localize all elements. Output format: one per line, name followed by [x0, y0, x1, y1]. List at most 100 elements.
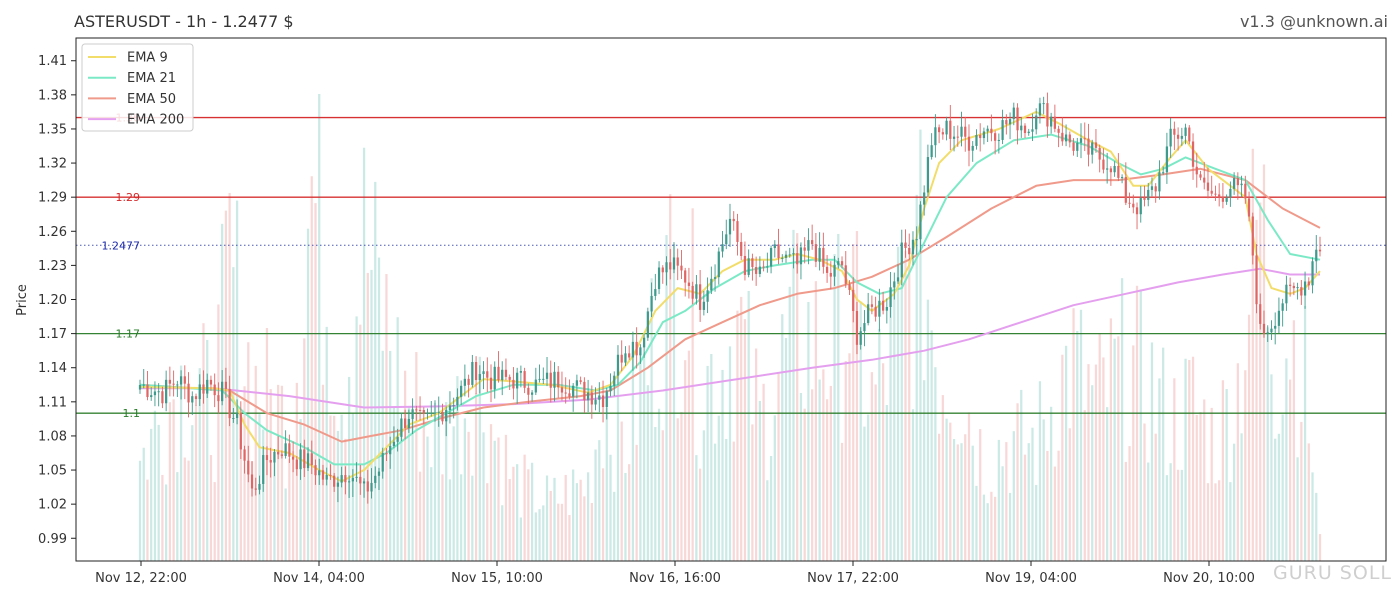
candle-body [639, 347, 642, 356]
candle-body [519, 371, 523, 373]
volume-bar [721, 369, 724, 561]
candle-body [960, 126, 963, 137]
volume-bar [545, 475, 549, 561]
volume-bar [299, 419, 302, 561]
volume-bar [1064, 345, 1068, 561]
candle-body [1008, 119, 1012, 125]
volume-bar [1012, 431, 1015, 561]
candle-body [1176, 134, 1180, 139]
candle-body [1251, 216, 1254, 256]
volume-bar [441, 474, 444, 561]
candle-body [157, 391, 160, 393]
candle-body [1285, 284, 1288, 304]
volume-bar [769, 455, 773, 561]
candle-body [422, 410, 425, 414]
volume-bar [896, 246, 900, 561]
volume-bar [165, 484, 168, 561]
volume-bar [1124, 461, 1127, 561]
volume-bar [1094, 364, 1098, 561]
volume-bar [467, 431, 470, 561]
volume-bar [1232, 443, 1236, 561]
volume-bar [665, 235, 668, 561]
volume-bar [1247, 314, 1251, 561]
volume-bar [650, 278, 653, 561]
candle-body [415, 409, 418, 411]
candle-body [504, 369, 508, 377]
volume-bar [837, 233, 840, 561]
candle-body [1318, 249, 1322, 252]
candle-body [456, 396, 459, 406]
candle-body [676, 257, 679, 266]
volume-bar [1173, 378, 1176, 561]
legend-label: EMA 200 [127, 113, 184, 128]
volume-bar [426, 436, 429, 561]
volume-bar [885, 405, 888, 561]
volume-bar [822, 369, 825, 561]
candle-body [1206, 182, 1210, 191]
volume-bar [183, 457, 186, 561]
candle-body [1038, 103, 1042, 116]
volume-bar [359, 324, 362, 561]
volume-bar [1210, 407, 1213, 561]
volume-bar [497, 437, 500, 561]
candle-body [310, 453, 313, 466]
x-tick-label: Nov 15, 10:00 [451, 571, 543, 586]
candle-body [377, 471, 381, 476]
volume-bar [168, 402, 171, 561]
volume-bar [642, 353, 646, 561]
candle-body [590, 392, 593, 405]
candle-body [1120, 177, 1124, 179]
candle-body [721, 244, 724, 252]
volume-bar [179, 365, 183, 561]
legend: EMA 9 EMA 21 EMA 50 EMA 200 [81, 43, 194, 132]
volume-bar [407, 407, 410, 561]
ema21-line [139, 133, 1321, 466]
volume-bar [176, 472, 179, 561]
candle-body [512, 379, 515, 389]
candle-body [389, 445, 392, 455]
candle-body [254, 488, 257, 490]
candle-body [837, 261, 840, 265]
volume-bar [945, 418, 948, 561]
candle-body [407, 418, 410, 429]
volume-bar [575, 483, 579, 561]
candle-body [142, 384, 145, 386]
candle-body [564, 392, 567, 394]
volume-bar [1176, 469, 1180, 561]
volume-bar [848, 353, 851, 561]
candle-body [359, 476, 362, 484]
y-tick-label: 1.05 [38, 464, 67, 479]
candle-body [672, 257, 676, 270]
volume-bar [893, 283, 896, 561]
candle-body [247, 460, 250, 475]
volume-bar [751, 424, 754, 561]
volume-bar [187, 460, 190, 561]
volume-bar [855, 231, 859, 561]
volume-bar [803, 408, 806, 561]
volume-bar [672, 244, 676, 562]
volume-bar [1274, 438, 1277, 561]
x-tick-label: Nov 16, 16:00 [629, 571, 721, 586]
candle-body [258, 483, 261, 490]
volume-bar [377, 257, 381, 561]
y-tick-label: 1.02 [38, 498, 67, 513]
candle-body [153, 391, 157, 396]
volume-bar [1218, 480, 1221, 561]
candle-body [971, 145, 974, 151]
candle-body [669, 262, 672, 270]
volume-bar [489, 424, 493, 561]
candle-body [796, 253, 799, 265]
candle-body [489, 377, 493, 390]
candle-body [542, 378, 545, 380]
candle-body [221, 381, 224, 402]
volume-bar [516, 464, 519, 561]
candle-body [628, 353, 631, 358]
volume-bar [829, 385, 832, 561]
candle-body [665, 262, 668, 273]
candle-body [982, 131, 986, 139]
volume-bar [527, 469, 530, 561]
candle-body [370, 482, 373, 492]
y-axis-label: Price [15, 284, 30, 316]
candle-body [265, 455, 269, 461]
